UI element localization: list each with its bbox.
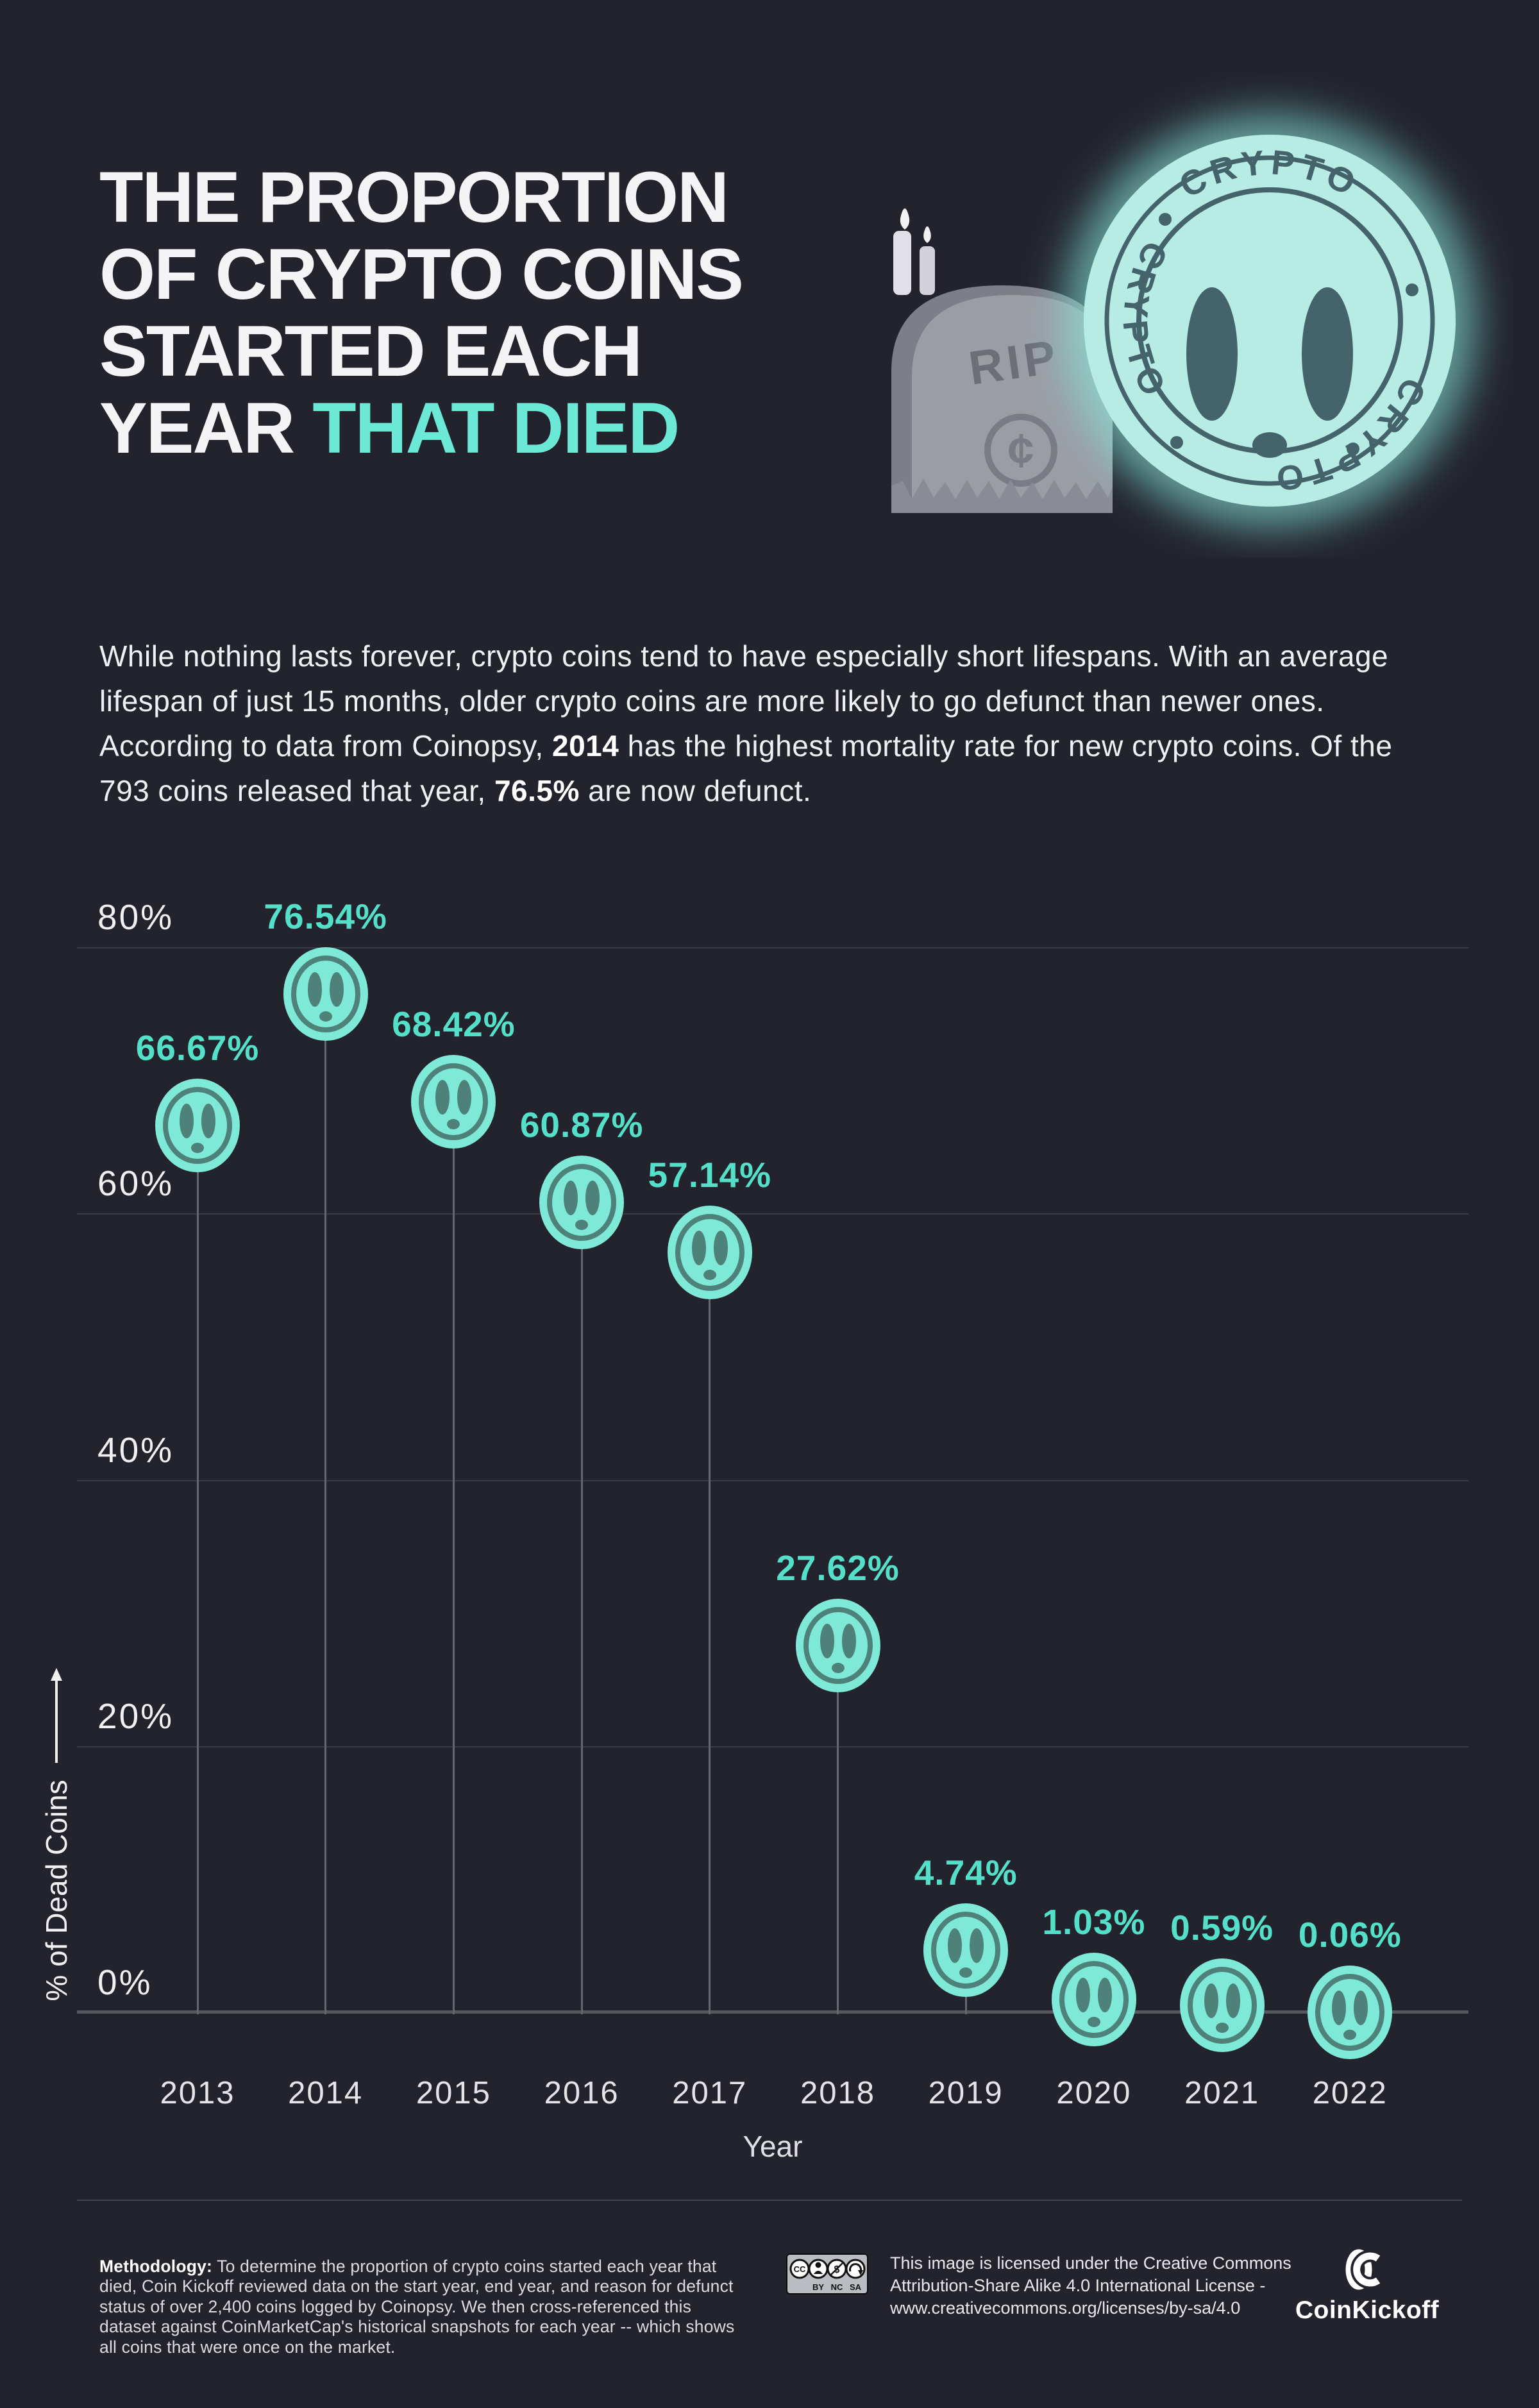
- lollipop-stem: [452, 1102, 455, 2014]
- hero-illustration: RIP ¢ CRYPTO CRYPTO CRYPTO: [891, 109, 1481, 532]
- y-axis-title: % of Dead Coins: [34, 1654, 79, 2014]
- candle-flame-icon: [900, 208, 910, 230]
- y-tick-label: 40%: [97, 1429, 174, 1470]
- tombstone-cent-symbol: ¢: [1007, 424, 1034, 477]
- x-tick-label: 2013: [160, 2076, 235, 2110]
- y-tick-label: 60%: [97, 1163, 174, 1204]
- page-title: THE PROPORTION OF CRYPTO COINS STARTED E…: [99, 159, 869, 467]
- y-axis-arrow-icon: [51, 1668, 62, 1764]
- footer-divider: [77, 2200, 1462, 2201]
- intro-text: are now defunct.: [579, 774, 812, 807]
- intro-text: has the highest mortality rate for new c…: [99, 729, 1393, 807]
- title-accent-text: THAT DIED: [312, 388, 680, 468]
- value-label: 0.59%: [1170, 1907, 1274, 1948]
- intro-highlight-2014: 2014: [551, 729, 619, 762]
- grass-silhouette: [891, 478, 1113, 513]
- value-label: 1.03%: [1042, 1901, 1146, 1942]
- lollipop-stem: [837, 1645, 839, 2014]
- x-tick-label: 2015: [416, 2076, 491, 2110]
- title-line: THE PROPORTION: [99, 157, 729, 237]
- grid-line: [77, 1746, 1468, 1747]
- dead-coin-marker: [539, 1156, 625, 1252]
- x-tick-label: 2016: [544, 2076, 619, 2110]
- x-tick-label: 2014: [288, 2076, 364, 2110]
- coinkickoff-monogram-icon: [1345, 2249, 1382, 2290]
- title-line: OF CRYPTO COINS: [99, 234, 744, 314]
- coin-outer-ring: [1104, 155, 1435, 486]
- y-axis-title-text: % of Dead Coins: [40, 1780, 73, 2001]
- cc-icon-label: CC: [794, 2264, 806, 2274]
- tombstone-rip-text: RIP: [966, 330, 1063, 395]
- dead-coin-marker: [411, 1055, 496, 1152]
- lollipop-stem: [196, 1125, 199, 2014]
- candle-flame-icon: [923, 226, 931, 243]
- badge-label-nc: NC: [831, 2282, 843, 2292]
- grid-line: [77, 1479, 1468, 1481]
- coin-rivet: [1347, 442, 1359, 455]
- badge-label-by: BY: [812, 2282, 824, 2292]
- coin-rivet: [1406, 283, 1418, 296]
- title-line: STARTED EACH: [99, 311, 643, 391]
- candle-icon: [920, 246, 935, 295]
- x-axis-title: Year: [743, 2130, 803, 2163]
- methodology-note: Methodology: To determine the proportion…: [99, 2257, 741, 2358]
- intro-text: While nothing lasts forever, crypto coin…: [99, 639, 1389, 762]
- candle-icon: [893, 231, 911, 295]
- dead-coin-marker: [667, 1205, 752, 1302]
- x-tick-label: 2021: [1184, 2076, 1260, 2110]
- x-tick-label: 2018: [800, 2076, 875, 2110]
- y-tick-label: 80%: [97, 897, 174, 937]
- intro-paragraph: While nothing lasts forever, crypto coin…: [99, 634, 1420, 813]
- value-label: 57.14%: [648, 1154, 772, 1195]
- lollipop-stem: [324, 993, 327, 2014]
- ghost-coin-illustration: CRYPTO CRYPTO CRYPTO: [1058, 109, 1481, 532]
- lollipop-stem: [709, 1252, 711, 2014]
- x-tick-label: 2019: [928, 2076, 1004, 2110]
- dead-coin-marker: [1051, 1952, 1136, 2050]
- brand-wordmark: CoinKickoff: [1295, 2296, 1440, 2324]
- dead-coin-marker: [1308, 1965, 1393, 2062]
- x-axis-line: [77, 2010, 1468, 2014]
- lollipop-stem: [580, 1202, 583, 2014]
- ghost-eye: [1302, 287, 1353, 421]
- value-label: 66.67%: [135, 1027, 260, 1068]
- dead-coin-marker: [155, 1078, 240, 1175]
- y-tick-label: 20%: [97, 1696, 174, 1736]
- license-text: This image is licensed under the Creativ…: [890, 2253, 1291, 2318]
- dead-coin-marker: [795, 1598, 880, 1696]
- value-label: 4.74%: [914, 1852, 1018, 1892]
- value-label: 0.06%: [1298, 1914, 1402, 1955]
- x-tick-label: 2020: [1056, 2076, 1132, 2110]
- brand-logo: CoinKickoff: [1290, 2248, 1444, 2325]
- tombstone-coin-emblem: [984, 414, 1057, 487]
- value-label: 76.54%: [264, 896, 387, 936]
- value-label: 60.87%: [519, 1105, 644, 1145]
- grid-line: [77, 947, 1468, 948]
- dead-coin-marker: [283, 947, 368, 1044]
- x-tick-label: 2022: [1312, 2076, 1388, 2110]
- title-line: YEAR THAT DIED: [99, 390, 869, 467]
- dead-coin-marker: [1179, 1958, 1265, 2055]
- value-label: 27.62%: [776, 1547, 900, 1588]
- dead-coin-marker: [923, 1903, 1009, 2000]
- intro-highlight-percent: 76.5%: [494, 774, 580, 807]
- coin-rivet: [1159, 213, 1172, 226]
- coin-rivet: [1170, 436, 1183, 449]
- ghost-mouth: [1252, 432, 1287, 458]
- methodology-text: To determine the proportion of crypto co…: [99, 2256, 735, 2357]
- y-tick-label: 0%: [97, 1962, 153, 2002]
- methodology-label: Methodology:: [99, 2256, 213, 2276]
- creative-commons-badge: CC $ BY NC SA: [786, 2253, 868, 2294]
- badge-label-sa: SA: [850, 2282, 862, 2292]
- x-tick-label: 2017: [672, 2076, 748, 2110]
- ghost-eye: [1186, 287, 1238, 421]
- value-label: 68.42%: [392, 1004, 516, 1045]
- grid-line: [77, 1213, 1468, 1215]
- title-line-prefix: YEAR: [99, 388, 313, 468]
